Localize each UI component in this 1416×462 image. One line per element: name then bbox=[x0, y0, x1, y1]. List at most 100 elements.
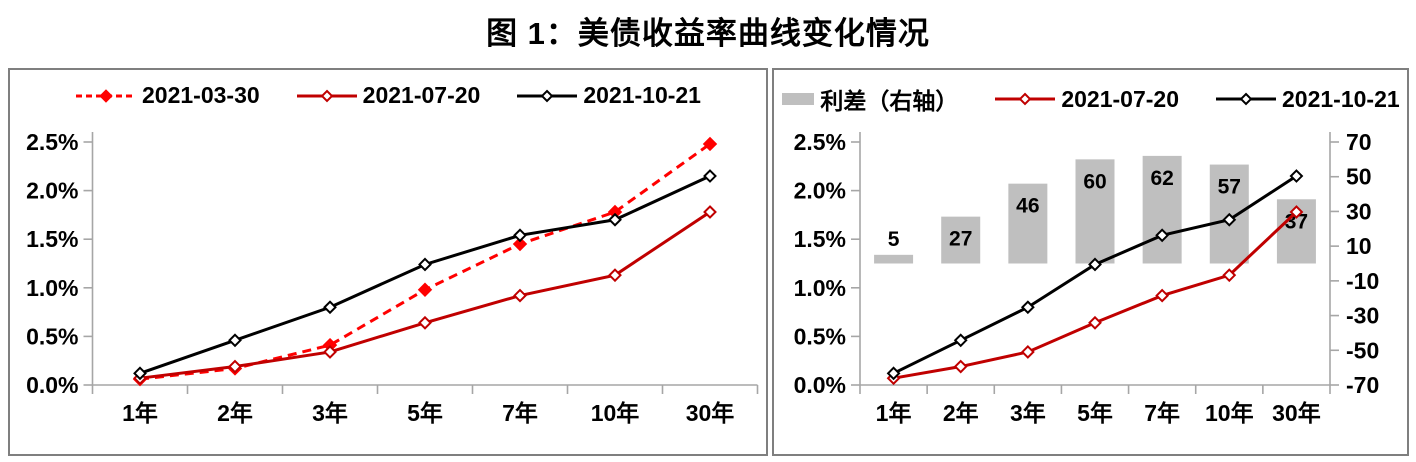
legend-line-marker bbox=[517, 89, 578, 102]
series-marker-2021-10-21 bbox=[513, 228, 527, 243]
y-tick-label: 0.5% bbox=[26, 323, 78, 349]
y-tick-label: 1.5% bbox=[794, 226, 846, 252]
legend-item-2021-07-20: 2021-07-20 bbox=[994, 86, 1179, 113]
legend-swatch-rect bbox=[782, 93, 815, 105]
series-marker-2021-03-30 bbox=[702, 136, 718, 152]
x-tick-label: 3年 bbox=[312, 400, 348, 426]
left-chart: 0.0% 0.5% 1.0% 1.5% 2.0% 2.5% 1年 2年 3年 5年 7年 10年 30年 bbox=[26, 129, 759, 426]
legend-label: 2021-07-20 bbox=[1061, 85, 1179, 112]
series-marker-2021-10-21 bbox=[703, 169, 717, 183]
bar-value-label: 57 bbox=[1218, 176, 1241, 199]
legend-diamond bbox=[1239, 92, 1253, 106]
x-tick-label: 7年 bbox=[1144, 400, 1180, 426]
legend-item-2021-03-30: 2021-03-30 bbox=[75, 82, 260, 109]
x-tick-label: 3年 bbox=[1010, 400, 1046, 426]
legend-diamond bbox=[1018, 92, 1032, 106]
right-y-tick-label: 30 bbox=[1346, 198, 1372, 224]
legend-diamond bbox=[540, 89, 554, 102]
bar-value-label: 27 bbox=[949, 228, 972, 251]
y-tick-label: 1.0% bbox=[794, 275, 846, 301]
x-tick-label: 7年 bbox=[502, 400, 538, 426]
series-marker-2021-07-20 bbox=[703, 205, 717, 219]
legend-line-marker bbox=[76, 88, 137, 103]
y-tick-label: 1.5% bbox=[26, 226, 78, 252]
series-marker-2021-07-20 bbox=[1155, 288, 1170, 303]
series-marker-2021-10-21 bbox=[1222, 212, 1237, 227]
y-tick-label: 1.0% bbox=[26, 275, 78, 301]
series-marker-2021-07-20 bbox=[1088, 315, 1102, 330]
y-tick-label: 2.0% bbox=[26, 178, 78, 204]
series-marker-2021-10-21 bbox=[1020, 300, 1035, 315]
right-chart-legend: 利差（右轴） 2021-07-20 2021-10-21 bbox=[774, 82, 1407, 116]
legend-line-marker bbox=[995, 92, 1056, 106]
y-tick-label: 2.5% bbox=[794, 129, 846, 155]
x-tick-label: 1年 bbox=[122, 400, 158, 426]
legend-diamond bbox=[320, 89, 334, 102]
right-y-tick-label: -70 bbox=[1346, 372, 1379, 398]
right-y-tick-label: 10 bbox=[1346, 233, 1372, 259]
legend-label: 2021-10-21 bbox=[583, 82, 701, 108]
right-y-tick-label: 50 bbox=[1346, 164, 1372, 190]
right-chart-panel: 利差（右轴） 2021-07-20 2021-10-21 5 27 46 60 62 57 37… bbox=[772, 68, 1409, 456]
series-marker-2021-10-21 bbox=[886, 366, 901, 381]
legend-item-2021-10-21: 2021-10-21 bbox=[1215, 86, 1400, 113]
y-tick-label: 0.0% bbox=[26, 372, 78, 398]
legend-label: 2021-10-21 bbox=[1282, 85, 1400, 112]
series-marker-2021-07-20 bbox=[1289, 205, 1304, 219]
spread-bar bbox=[1075, 159, 1115, 264]
bar-value-label: 62 bbox=[1150, 167, 1173, 190]
series-marker-2021-10-21 bbox=[608, 212, 622, 227]
spread-bar bbox=[874, 254, 914, 264]
series-marker-2021-07-20 bbox=[513, 288, 527, 303]
series-marker-2021-10-21 bbox=[323, 300, 337, 315]
legend-label: 2021-07-20 bbox=[362, 82, 481, 108]
spread-bar bbox=[941, 216, 981, 264]
legend-label: 2021-03-30 bbox=[142, 82, 260, 108]
x-tick-label: 5年 bbox=[407, 400, 443, 426]
bar-value-label: 46 bbox=[1016, 195, 1039, 218]
left-chart-legend: 2021-03-30 2021-07-20 2021-10-21 bbox=[10, 82, 766, 109]
left-chart-panel: 2021-03-30 2021-07-20 2021-10-21 0.0% 0.5% 1… bbox=[8, 68, 768, 456]
right-y-tick-label: -10 bbox=[1346, 268, 1379, 294]
series-marker-2021-10-21 bbox=[1088, 257, 1102, 272]
x-tick-label: 5年 bbox=[1077, 400, 1113, 426]
x-tick-label: 2年 bbox=[943, 400, 979, 426]
series-marker-2021-10-21 bbox=[228, 333, 242, 348]
series-marker-2021-07-20 bbox=[323, 345, 337, 359]
x-tick-label: 10年 bbox=[591, 400, 640, 426]
series-marker-2021-10-21 bbox=[133, 366, 147, 381]
bar-value-label: 5 bbox=[888, 228, 900, 251]
legend-item-利差（右轴）: 利差（右轴） bbox=[781, 82, 958, 116]
legend-item-2021-10-21: 2021-10-21 bbox=[516, 82, 701, 109]
series-marker-2021-10-21 bbox=[1289, 169, 1304, 183]
legend-line-marker bbox=[296, 89, 357, 102]
series-marker-2021-10-21 bbox=[1155, 228, 1170, 243]
legend-bar-swatch bbox=[782, 93, 815, 105]
y-tick-label: 0.5% bbox=[794, 323, 846, 349]
series-marker-2021-10-21 bbox=[418, 257, 432, 272]
series-marker-2021-07-20 bbox=[418, 315, 432, 330]
bar-value-label: 60 bbox=[1083, 170, 1106, 193]
x-tick-label: 30年 bbox=[686, 400, 735, 426]
legend-item-2021-07-20: 2021-07-20 bbox=[296, 82, 481, 109]
series-marker-2021-07-20 bbox=[228, 359, 242, 374]
y-tick-label: 0.0% bbox=[794, 372, 846, 398]
spread-bar bbox=[1008, 183, 1048, 264]
right-y-tick-label: -30 bbox=[1346, 303, 1379, 329]
x-tick-label: 2年 bbox=[217, 400, 253, 426]
x-tick-label: 10年 bbox=[1205, 400, 1254, 426]
series-marker-2021-07-20 bbox=[1222, 268, 1237, 283]
x-tick-label: 1年 bbox=[876, 400, 912, 426]
series-marker-2021-07-20 bbox=[608, 268, 622, 283]
right-y-tick-label: -50 bbox=[1346, 337, 1379, 363]
legend-label: 利差（右轴） bbox=[820, 88, 959, 114]
series-marker-2021-10-21 bbox=[953, 333, 968, 348]
x-tick-label: 30年 bbox=[1272, 400, 1321, 426]
y-tick-label: 2.5% bbox=[26, 129, 78, 155]
series-marker-2021-03-30 bbox=[417, 282, 433, 297]
legend-line-marker bbox=[1216, 92, 1276, 106]
series-marker-2021-07-20 bbox=[1020, 345, 1035, 359]
right-y-tick-label: 70 bbox=[1346, 129, 1372, 155]
figure-title: 图 1：美债收益率曲线变化情况 bbox=[486, 16, 930, 51]
